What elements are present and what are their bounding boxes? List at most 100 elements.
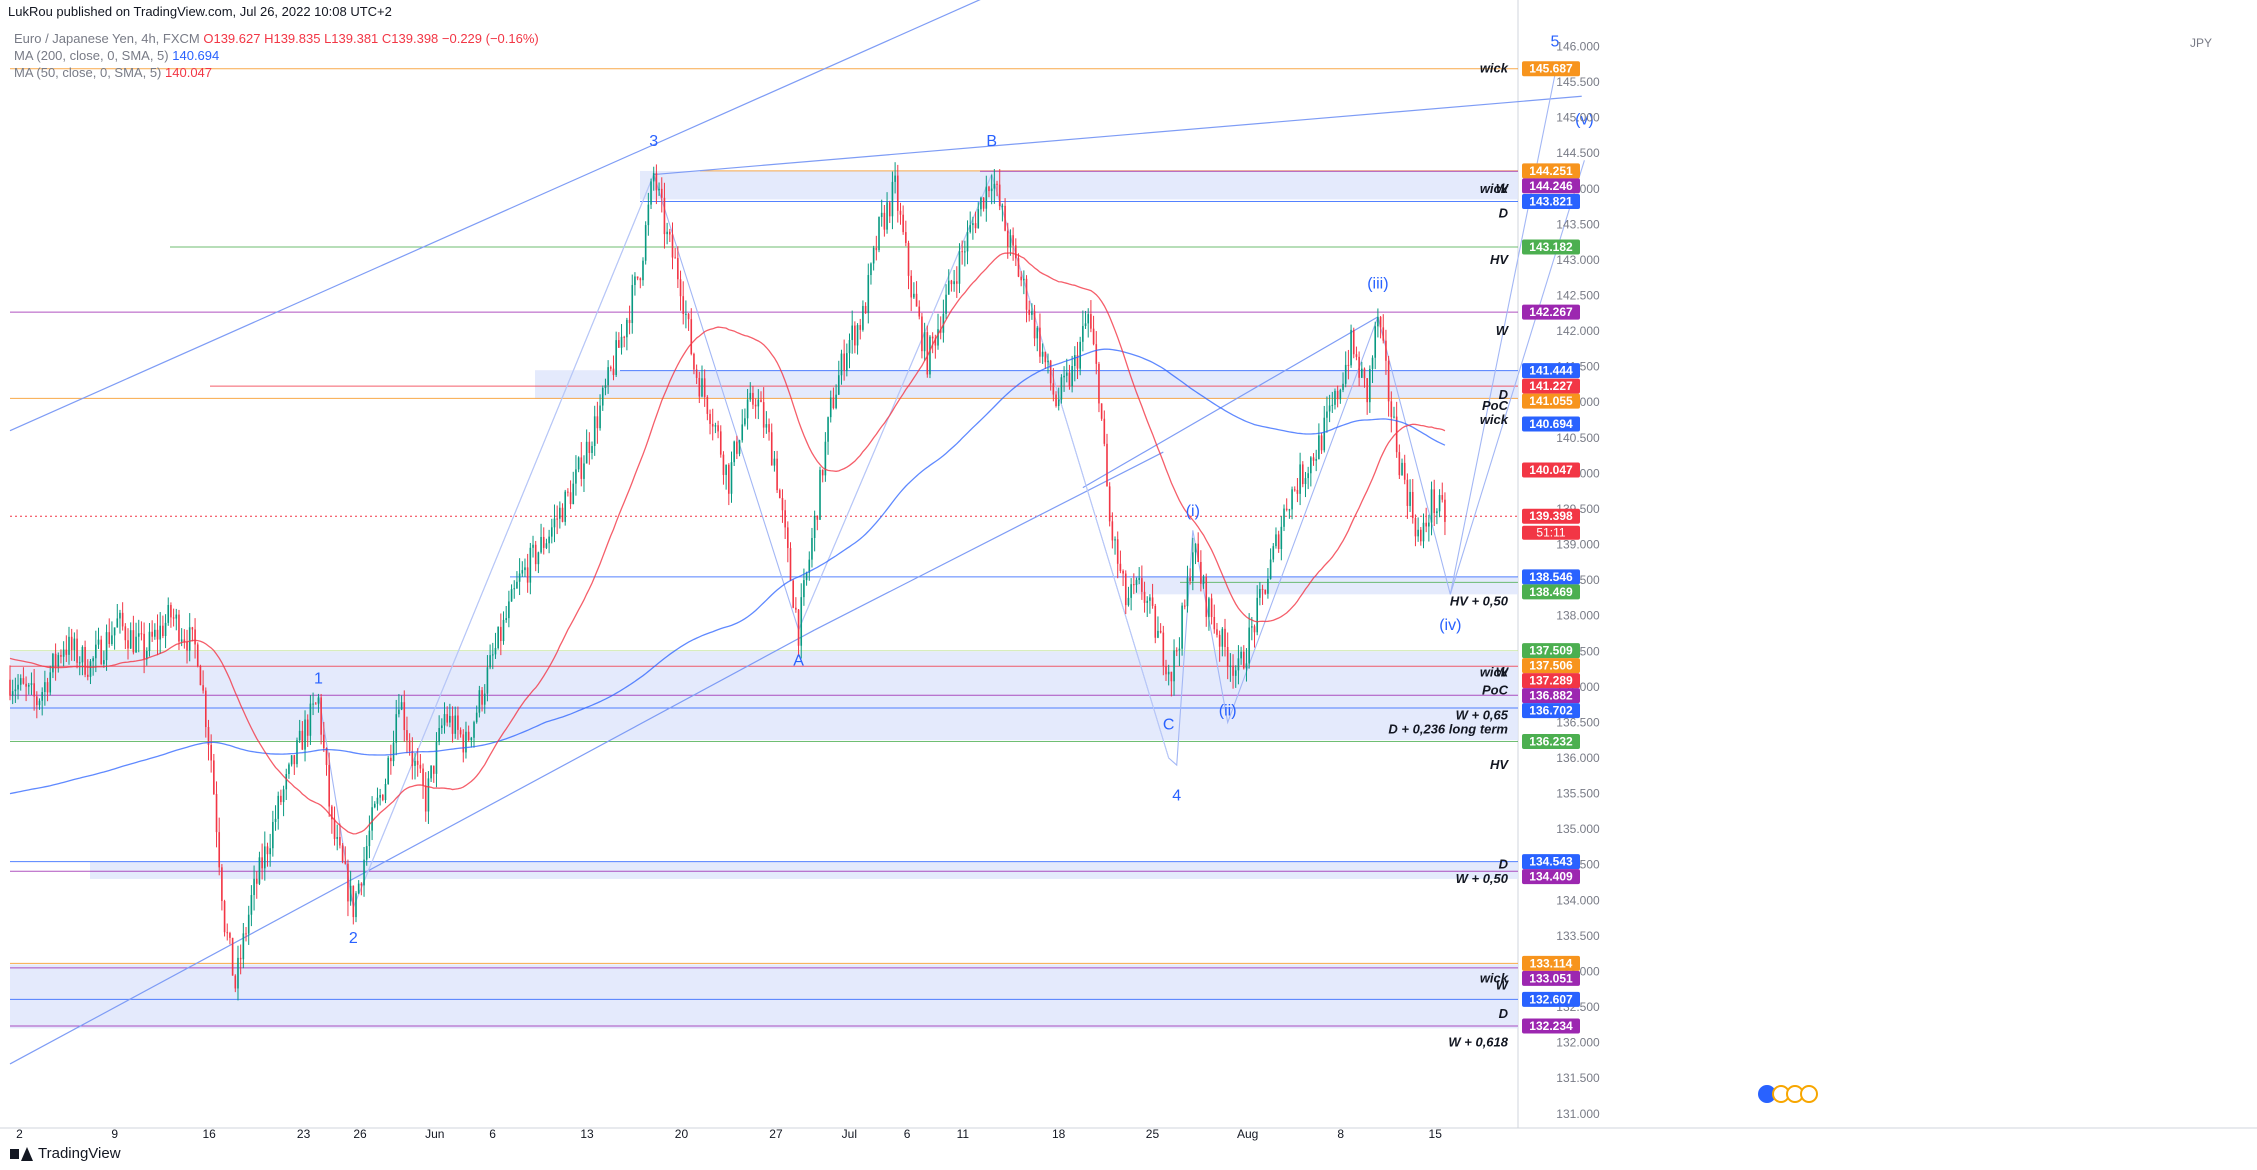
candle-body[interactable] — [1256, 597, 1259, 633]
candle-body[interactable] — [1127, 597, 1130, 606]
candle-body[interactable] — [1057, 399, 1060, 406]
candle-body[interactable] — [242, 933, 245, 960]
candle-body[interactable] — [1173, 650, 1175, 682]
candle-body[interactable] — [1052, 383, 1055, 395]
candle-body[interactable] — [607, 367, 609, 386]
candle-body[interactable] — [129, 630, 132, 649]
candle-body[interactable] — [1106, 443, 1108, 487]
candle-body[interactable] — [1133, 584, 1135, 586]
candle-body[interactable] — [808, 559, 811, 573]
candle-body[interactable] — [427, 778, 430, 812]
candle-body[interactable] — [1301, 464, 1304, 485]
candle-body[interactable] — [980, 197, 982, 210]
candle-body[interactable] — [1009, 235, 1012, 248]
candle-body[interactable] — [226, 932, 229, 934]
candle-body[interactable] — [1100, 403, 1103, 419]
candle-body[interactable] — [829, 397, 832, 418]
candle-body[interactable] — [491, 654, 494, 656]
candle-body[interactable] — [934, 338, 937, 346]
candle-body[interactable] — [1031, 311, 1033, 315]
candle-body[interactable] — [416, 760, 419, 765]
candle-body[interactable] — [1157, 630, 1159, 638]
candle-body[interactable] — [325, 748, 328, 765]
candle-body[interactable] — [1245, 663, 1248, 669]
candle-body[interactable] — [1044, 351, 1047, 363]
candle-body[interactable] — [1304, 478, 1307, 485]
candle-body[interactable] — [537, 552, 540, 565]
candle-body[interactable] — [856, 325, 859, 346]
candle-body[interactable] — [1068, 372, 1071, 387]
candle-body[interactable] — [921, 316, 923, 352]
candle-body[interactable] — [1213, 617, 1216, 630]
candle-body[interactable] — [1393, 416, 1395, 418]
candle-body[interactable] — [891, 181, 894, 217]
candle-body[interactable] — [773, 458, 776, 466]
candle-body[interactable] — [1208, 598, 1210, 617]
candle-body[interactable] — [449, 715, 451, 723]
candle-body[interactable] — [52, 653, 54, 673]
candle-body[interactable] — [819, 469, 821, 520]
candle-body[interactable] — [1063, 375, 1065, 378]
candle-body[interactable] — [435, 741, 438, 774]
candle-body[interactable] — [1200, 561, 1202, 584]
candle-body[interactable] — [454, 715, 457, 734]
candle-body[interactable] — [1352, 329, 1355, 355]
candle-body[interactable] — [677, 258, 679, 280]
candle-body[interactable] — [1331, 404, 1334, 406]
candle-body[interactable] — [666, 231, 668, 235]
candle-body[interactable] — [639, 278, 642, 281]
candle-body[interactable] — [958, 251, 961, 284]
candle-body[interactable] — [38, 700, 41, 706]
candle-body[interactable] — [204, 690, 207, 728]
candle-body[interactable] — [1326, 411, 1328, 418]
candle-body[interactable] — [451, 715, 454, 734]
candle-body[interactable] — [942, 313, 945, 333]
candle-body[interactable] — [280, 795, 282, 803]
candle-body[interactable] — [955, 281, 958, 284]
candle-body[interactable] — [1095, 344, 1098, 364]
candle-body[interactable] — [1205, 576, 1208, 617]
candle-body[interactable] — [1261, 588, 1264, 590]
candle-body[interactable] — [137, 633, 140, 637]
candle-body[interactable] — [1111, 521, 1114, 541]
candle-body[interactable] — [218, 832, 221, 868]
candle-body[interactable] — [1363, 368, 1366, 379]
candle-body[interactable] — [795, 607, 797, 610]
candle-body[interactable] — [709, 413, 711, 424]
candle-body[interactable] — [827, 417, 829, 442]
candle-body[interactable] — [556, 518, 558, 520]
candle-body[interactable] — [561, 507, 564, 522]
candle-body[interactable] — [135, 636, 137, 653]
candle-body[interactable] — [628, 319, 631, 324]
candle-body[interactable] — [626, 319, 628, 338]
candle-body[interactable] — [534, 544, 537, 565]
candle-body[interactable] — [390, 757, 392, 762]
candle-body[interactable] — [1135, 579, 1138, 585]
candle-body[interactable] — [553, 518, 556, 528]
candle-body[interactable] — [1060, 377, 1063, 400]
candle-body[interactable] — [803, 580, 805, 598]
candle-body[interactable] — [1339, 389, 1342, 400]
candle-body[interactable] — [1251, 626, 1253, 628]
candle-body[interactable] — [263, 846, 266, 869]
candle-body[interactable] — [365, 846, 368, 860]
candle-body[interactable] — [542, 536, 545, 548]
candle-body[interactable] — [111, 635, 113, 645]
candle-body[interactable] — [483, 693, 486, 705]
candle-body[interactable] — [572, 483, 575, 505]
candle-body[interactable] — [1036, 327, 1039, 339]
candle-body[interactable] — [1079, 341, 1081, 369]
candle-body[interactable] — [1154, 605, 1157, 638]
candle-body[interactable] — [65, 649, 68, 655]
candle-body[interactable] — [1141, 578, 1143, 592]
candle-body[interactable] — [1047, 360, 1049, 363]
candle-body[interactable] — [1039, 327, 1041, 357]
candle-body[interactable] — [813, 515, 816, 538]
candle-body[interactable] — [44, 682, 46, 692]
candle-body[interactable] — [1433, 489, 1436, 514]
candle-body[interactable] — [647, 204, 650, 226]
candle-body[interactable] — [395, 714, 398, 743]
candle-body[interactable] — [379, 794, 381, 798]
candle-body[interactable] — [76, 638, 78, 663]
candle-body[interactable] — [237, 957, 239, 989]
